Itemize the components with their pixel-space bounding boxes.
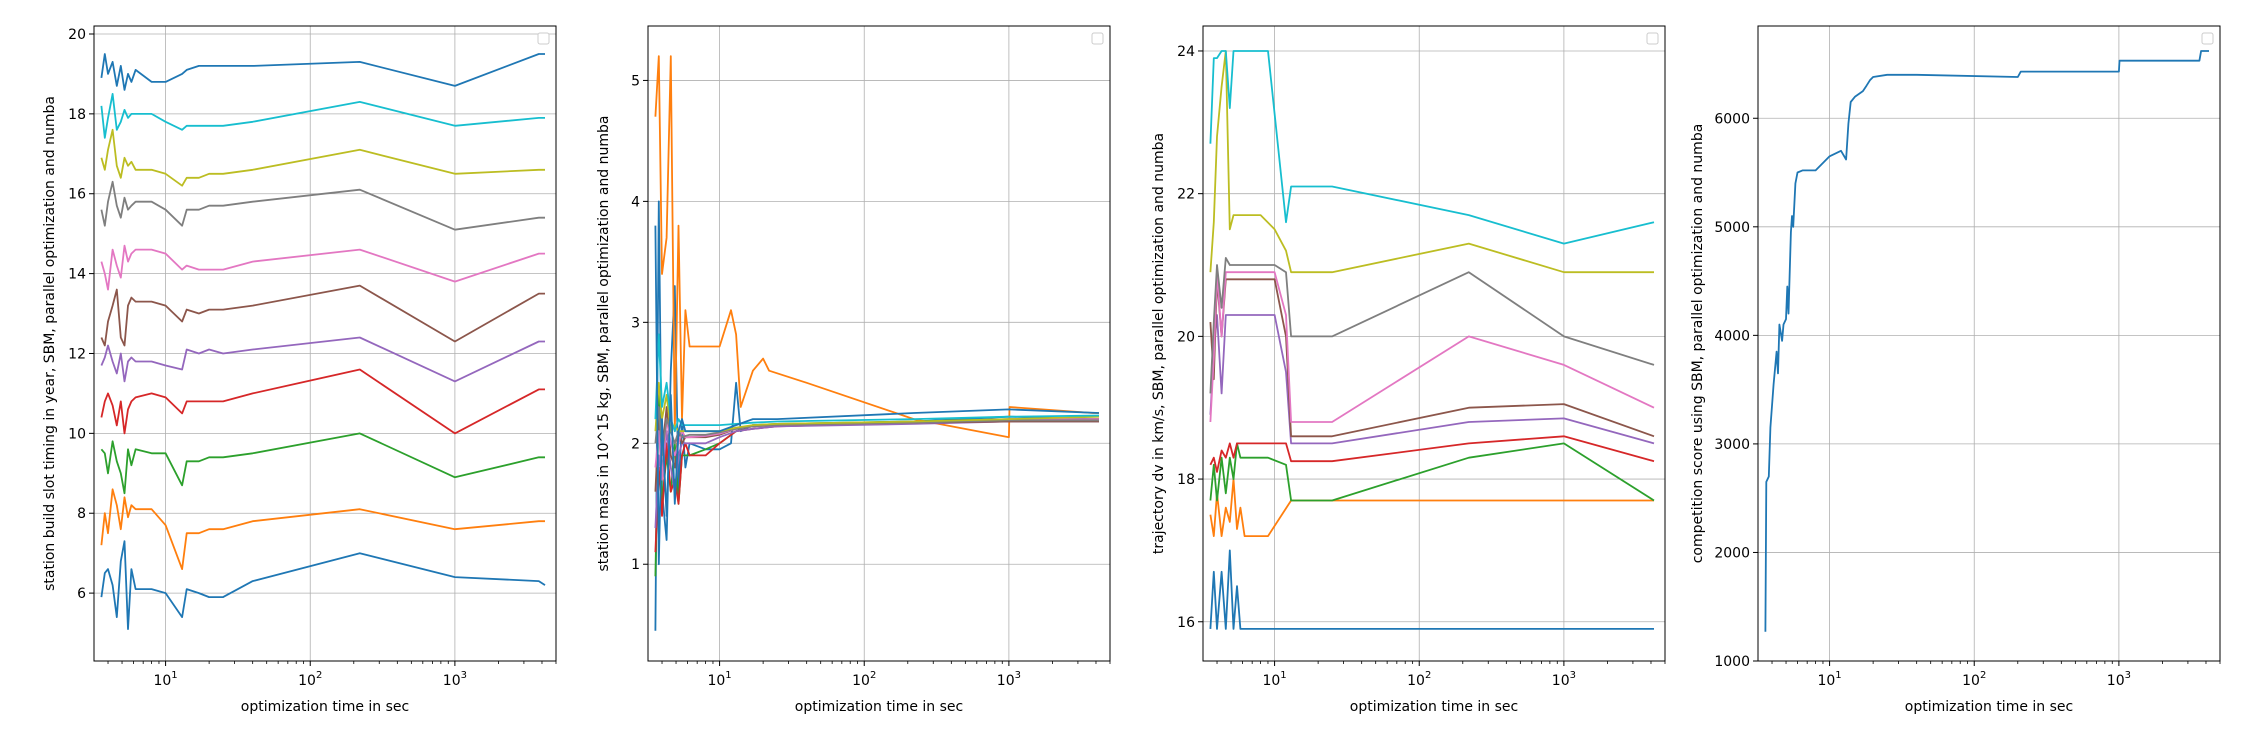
series-line: [100, 244, 545, 291]
series-line: [1209, 50, 1655, 245]
series-line: [654, 418, 1100, 553]
series-line: [100, 53, 545, 91]
series-group: [1209, 50, 1655, 630]
chart-panel-build-slot-timing: 101 102 103 6 8 10 12 14 16 18 20 optimization time…: [42, 25, 557, 715]
series-line: [100, 432, 545, 495]
chart-panel-station-mass: 101 102 103 1 2 3 4 5 optimization time in sec st…: [596, 25, 1111, 715]
y-tick-label: 4000: [1714, 328, 1750, 344]
y-tick-label: 8: [77, 506, 86, 522]
series-line: [100, 93, 545, 139]
x-axis-label: optimization time in sec: [1905, 699, 2073, 715]
x-axis-label: optimization time in sec: [241, 699, 409, 715]
y-tick-label: 2000: [1714, 545, 1750, 561]
x-tick-label: 101: [1262, 670, 1286, 689]
series-line: [1209, 271, 1655, 423]
series-line: [1209, 442, 1655, 502]
x-tick-label: 103: [443, 670, 467, 689]
y-tick-label: 16: [68, 187, 86, 203]
series-line: [1209, 435, 1655, 473]
y-axis-label: station build slot timing in year, SBM, …: [42, 96, 58, 591]
series-group: [1764, 50, 2209, 632]
x-axis-label: optimization time in sec: [795, 699, 963, 715]
x-tick-label: 102: [1407, 670, 1431, 689]
y-tick-label: 5: [631, 73, 640, 89]
plot-frame: [93, 25, 557, 662]
legend-box: [1091, 32, 1104, 45]
legend-box: [537, 32, 550, 45]
series-line: [1209, 278, 1655, 438]
series-line: [654, 55, 1099, 439]
series-line: [100, 284, 545, 347]
y-tick-label: 4: [631, 194, 640, 210]
series-group: [100, 53, 546, 630]
plot-frame: [647, 25, 1111, 662]
series-line: [654, 406, 1099, 457]
series-line: [100, 488, 545, 570]
y-tick-label: 22: [1177, 187, 1195, 203]
plot-frame: [1757, 25, 2221, 662]
series-line: [100, 128, 545, 187]
y-axis-label: station mass in 10^15 kg, SBM, parallel …: [596, 116, 612, 572]
x-tick-label: 103: [1552, 670, 1576, 689]
y-tick-label: 18: [68, 107, 86, 123]
y-tick-label: 20: [1177, 329, 1195, 345]
series-line: [100, 336, 545, 383]
y-tick-label: 20: [68, 27, 86, 43]
y-tick-label: 5000: [1714, 220, 1750, 236]
series-line: [1209, 549, 1654, 630]
y-tick-label: 6: [77, 586, 86, 602]
series-group: [654, 55, 1100, 631]
series-line: [654, 418, 1099, 481]
series-line: [1209, 478, 1654, 537]
y-tick-label: 3000: [1714, 437, 1750, 453]
series-line: [100, 540, 546, 630]
y-tick-label: 3: [631, 315, 640, 331]
y-tick-label: 2: [631, 436, 640, 452]
x-tick-label: 101: [153, 670, 177, 689]
series-line: [654, 225, 1100, 566]
y-tick-label: 6000: [1714, 111, 1750, 127]
series-line: [654, 420, 1099, 529]
plot-frame: [1202, 25, 1666, 662]
series-line: [100, 368, 545, 435]
x-tick-label: 101: [1817, 670, 1841, 689]
series-line: [100, 180, 545, 231]
y-tick-label: 24: [1177, 44, 1195, 60]
x-tick-label: 102: [852, 670, 876, 689]
series-line: [1209, 256, 1655, 394]
y-tick-label: 14: [68, 267, 86, 283]
legend-box: [2201, 32, 2214, 45]
y-tick-label: 16: [1177, 615, 1195, 631]
y-tick-label: 1: [631, 557, 640, 573]
chart-panel-trajectory-dv: 101 102 103 16 18 20 22 24 optimization time in …: [1151, 25, 1666, 715]
y-tick-label: 18: [1177, 472, 1195, 488]
x-tick-label: 103: [2107, 670, 2131, 689]
y-axis-label: trajectory dv in km/s, SBM, parallel opt…: [1151, 133, 1167, 554]
chart-panel-competition-score: 101 102 103 1000 2000 3000 4000 5000 6000 optimiz…: [1690, 25, 2221, 715]
y-tick-label: 1000: [1714, 654, 1750, 670]
y-tick-label: 12: [68, 346, 86, 362]
y-axis-label: competition score using SBM, parallel op…: [1690, 124, 1706, 564]
series-line: [1209, 314, 1655, 445]
x-tick-label: 103: [997, 670, 1021, 689]
series-line: [1764, 50, 2209, 632]
x-tick-label: 101: [707, 670, 731, 689]
x-tick-label: 102: [1962, 670, 1986, 689]
series-line: [654, 333, 1100, 433]
x-axis-label: optimization time in sec: [1350, 699, 1518, 715]
y-tick-label: 10: [68, 426, 86, 442]
series-line: [1209, 50, 1654, 274]
x-tick-label: 102: [298, 670, 322, 689]
legend-box: [1646, 32, 1659, 45]
